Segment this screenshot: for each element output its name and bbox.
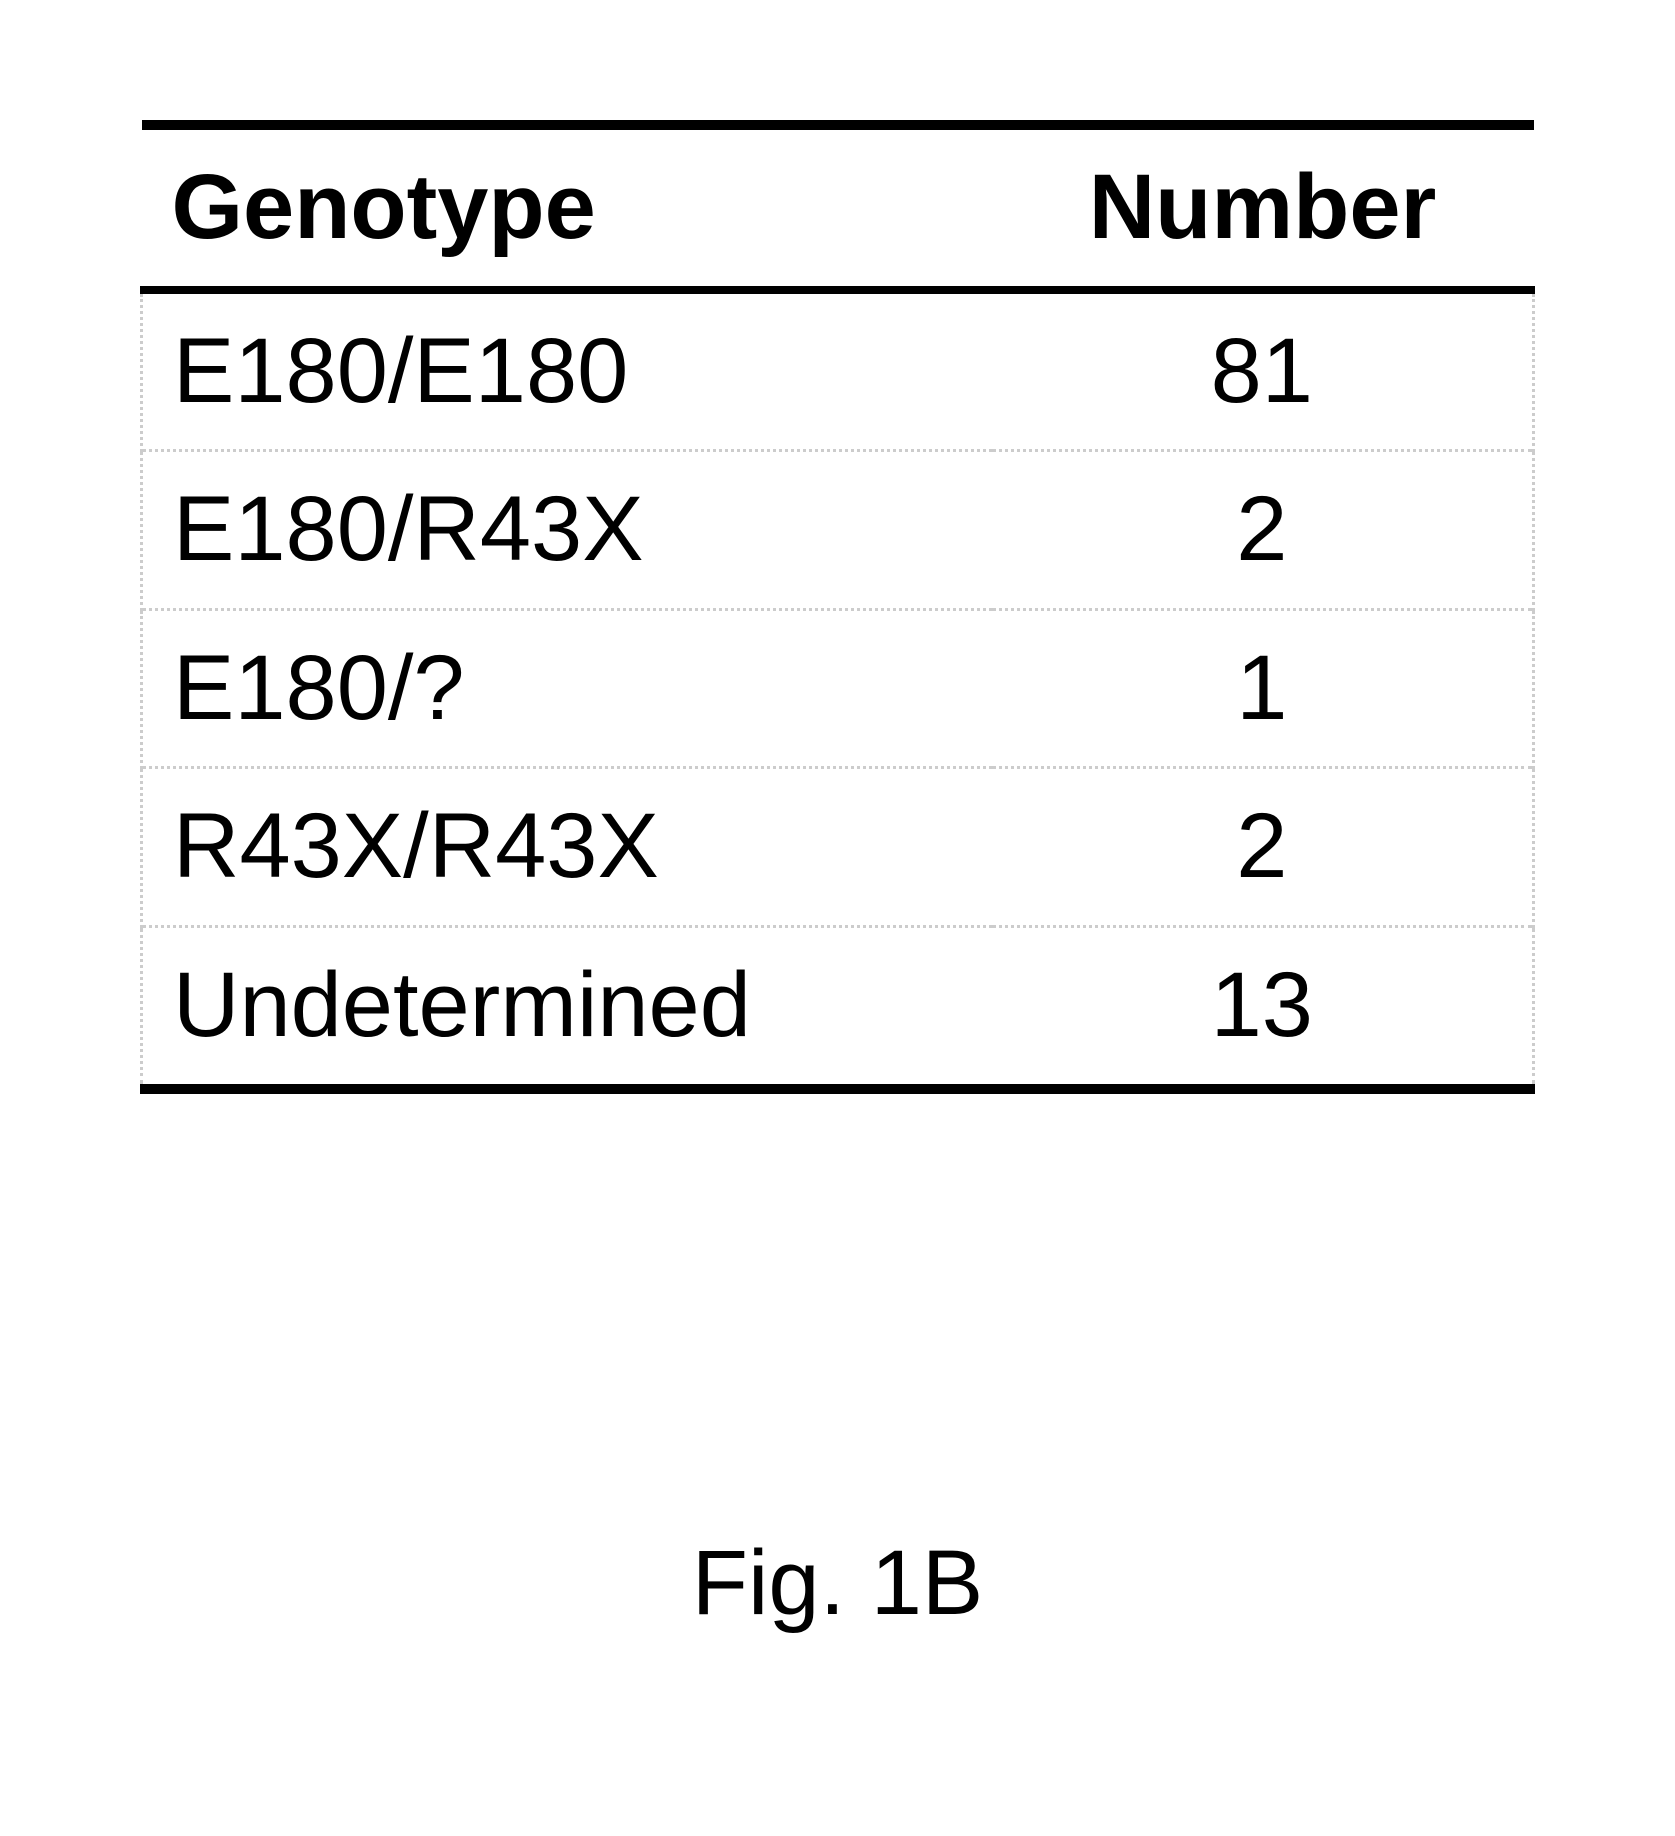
number-cell: 2	[992, 768, 1534, 927]
table-container: Genotype Number E180/E180 81 E180/R43X 2…	[0, 0, 1675, 1094]
genotype-cell: E180/E180	[142, 290, 992, 451]
table-row: E180/E180 81	[142, 290, 1534, 451]
number-cell: 2	[992, 451, 1534, 610]
table-row: E180/R43X 2	[142, 451, 1534, 610]
table-row: E180/? 1	[142, 609, 1534, 768]
column-header-genotype: Genotype	[142, 125, 992, 290]
number-cell: 81	[992, 290, 1534, 451]
column-header-number: Number	[992, 125, 1534, 290]
figure-caption: Fig. 1B	[692, 1531, 983, 1636]
genotype-table: Genotype Number E180/E180 81 E180/R43X 2…	[140, 120, 1535, 1094]
table-header-row: Genotype Number	[142, 125, 1534, 290]
genotype-cell: E180/R43X	[142, 451, 992, 610]
number-cell: 1	[992, 609, 1534, 768]
number-cell: 13	[992, 926, 1534, 1088]
genotype-cell: Undetermined	[142, 926, 992, 1088]
table-row: R43X/R43X 2	[142, 768, 1534, 927]
table-row: Undetermined 13	[142, 926, 1534, 1088]
genotype-cell: R43X/R43X	[142, 768, 992, 927]
genotype-cell: E180/?	[142, 609, 992, 768]
